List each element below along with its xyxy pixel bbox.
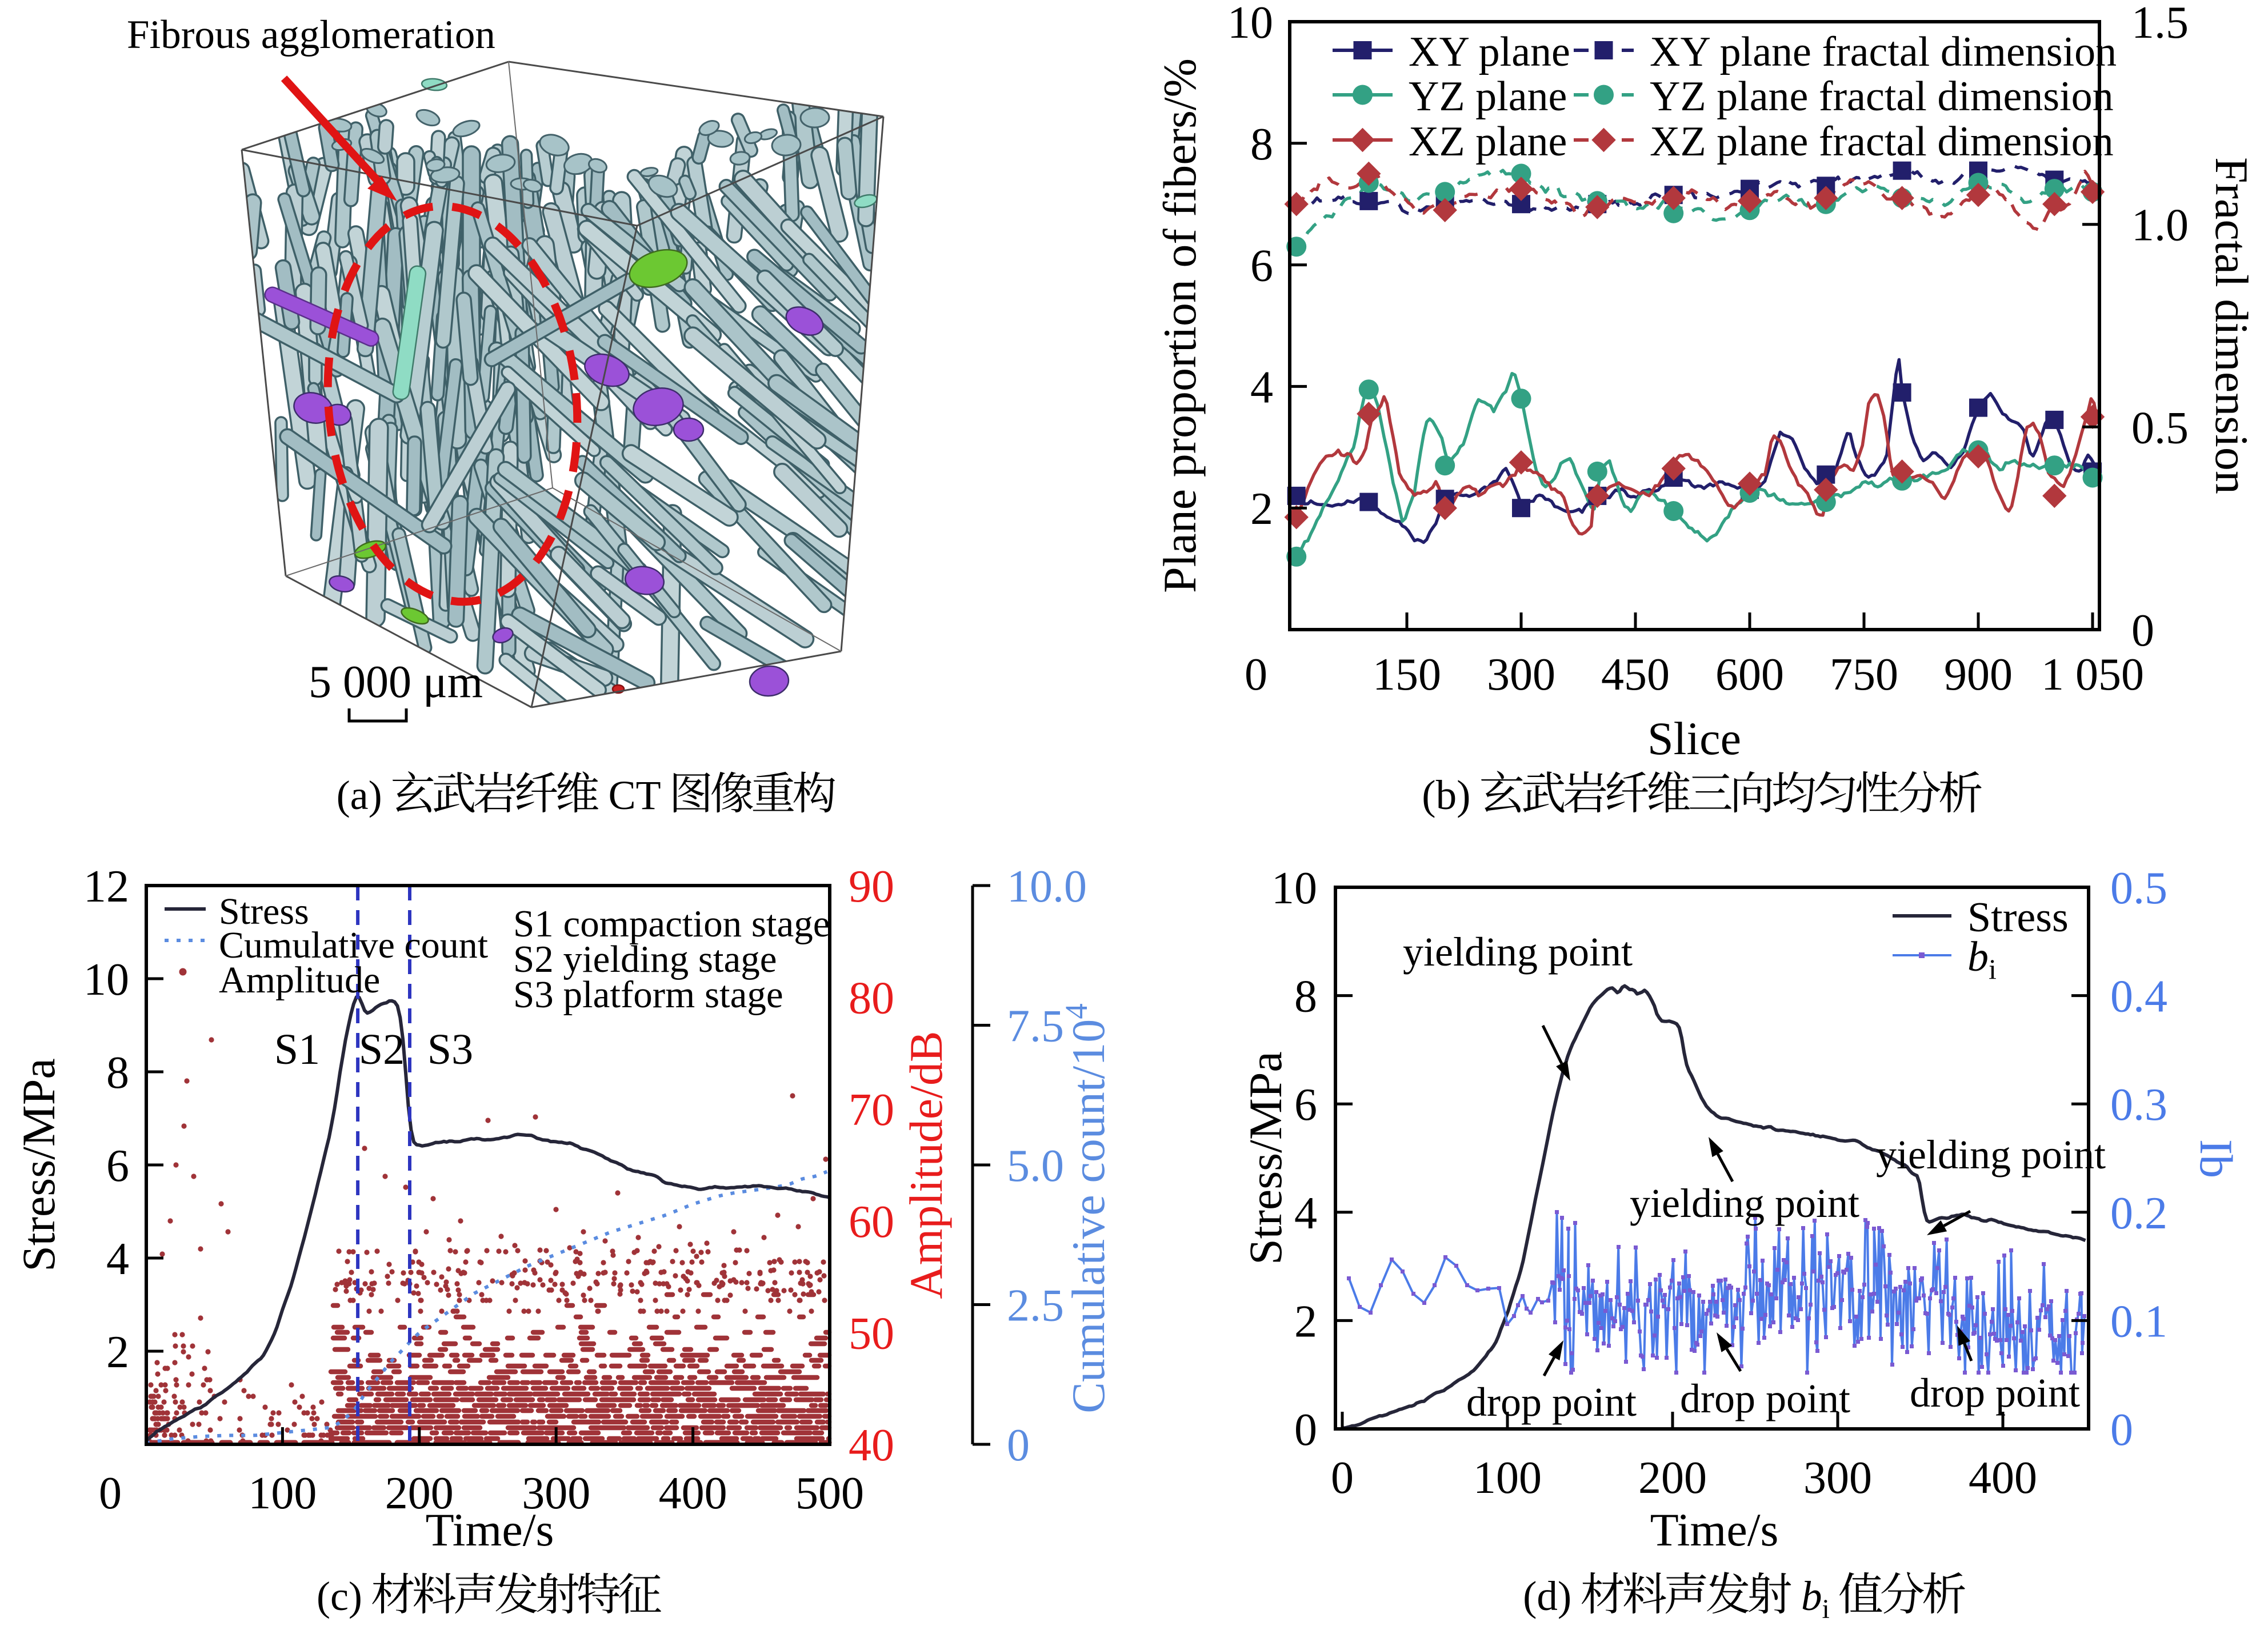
svg-text:80: 80: [849, 974, 894, 1024]
svg-text:0.5: 0.5: [2131, 403, 2189, 453]
svg-text:0.3: 0.3: [2110, 1080, 2167, 1130]
svg-text:CT: CT: [609, 772, 661, 818]
svg-text:200: 200: [1638, 1453, 1707, 1503]
svg-text:8: 8: [1250, 119, 1273, 170]
svg-text:1 050: 1 050: [2041, 650, 2144, 700]
svg-text:YZ plane fractal dimension: YZ plane fractal dimension: [1650, 73, 2114, 120]
svg-text:60: 60: [849, 1197, 894, 1247]
svg-text:(b): (b): [1422, 772, 1470, 818]
svg-text:Time/s: Time/s: [426, 1504, 554, 1556]
svg-text:Cumulative count/104: Cumulative count/104: [1059, 1003, 1114, 1413]
svg-text:0: 0: [1331, 1453, 1354, 1503]
svg-text:10: 10: [1227, 0, 1273, 48]
svg-text:7.5: 7.5: [1007, 1002, 1064, 1052]
svg-text:100: 100: [248, 1468, 317, 1519]
svg-text:0: 0: [1245, 650, 1267, 700]
svg-text:bi: bi: [1967, 934, 1997, 985]
svg-text:XZ plane fractal dimension: XZ plane fractal dimension: [1650, 118, 2114, 165]
svg-text:900: 900: [1944, 650, 2013, 700]
svg-text:6: 6: [1250, 241, 1273, 291]
svg-text:40: 40: [849, 1420, 894, 1471]
svg-text:1.5: 1.5: [2131, 0, 2189, 48]
svg-text:2: 2: [1294, 1296, 1317, 1347]
svg-text:Cumulative count: Cumulative count: [219, 924, 488, 966]
svg-text:Stress: Stress: [1967, 894, 2069, 941]
svg-text:2: 2: [1250, 484, 1273, 534]
svg-text:0: 0: [99, 1468, 122, 1519]
svg-text:300: 300: [1487, 650, 1555, 700]
svg-text:bi: bi: [1801, 1573, 1830, 1624]
svg-text:1.0: 1.0: [2131, 201, 2189, 251]
svg-text:yielding point: yielding point: [1403, 929, 1633, 975]
svg-text:0: 0: [2110, 1405, 2133, 1455]
svg-text:XY plane: XY plane: [1409, 29, 1570, 75]
svg-text:S1: S1: [274, 1026, 320, 1074]
svg-text:Time/s: Time/s: [1650, 1504, 1779, 1556]
svg-text:750: 750: [1830, 650, 1898, 700]
svg-text:0: 0: [1294, 1405, 1317, 1455]
svg-text:200: 200: [385, 1468, 454, 1519]
svg-text:yielding point: yielding point: [1630, 1180, 1859, 1226]
svg-text:10: 10: [1271, 863, 1317, 914]
svg-text:0: 0: [1007, 1420, 1030, 1471]
svg-text:YZ plane: YZ plane: [1409, 73, 1567, 120]
svg-text:Stress/MPa: Stress/MPa: [13, 1058, 65, 1272]
svg-text:100: 100: [1473, 1453, 1542, 1503]
svg-text:μm: μm: [423, 657, 483, 707]
svg-text:drop point: drop point: [1910, 1370, 2080, 1416]
svg-text:4: 4: [1294, 1188, 1317, 1239]
svg-text:(a): (a): [337, 772, 382, 818]
svg-text:8: 8: [106, 1048, 129, 1098]
svg-text:6: 6: [106, 1141, 129, 1191]
svg-text:8: 8: [1294, 972, 1317, 1022]
svg-text:S2: S2: [359, 1026, 405, 1074]
svg-text:400: 400: [1969, 1453, 2037, 1503]
svg-text:XZ plane: XZ plane: [1409, 118, 1567, 165]
svg-text:4: 4: [1250, 362, 1273, 412]
svg-text:0: 0: [2131, 606, 2154, 656]
svg-text:Stress: Stress: [219, 891, 309, 932]
svg-text:Ib: Ib: [2190, 1139, 2242, 1178]
svg-text:0.1: 0.1: [2110, 1296, 2167, 1347]
svg-text:4: 4: [106, 1234, 129, 1284]
svg-text:50: 50: [849, 1308, 894, 1359]
svg-text:5 000: 5 000: [309, 657, 411, 707]
svg-text:0.4: 0.4: [2110, 972, 2167, 1022]
svg-text:6: 6: [1294, 1080, 1317, 1130]
svg-text:drop point: drop point: [1466, 1379, 1637, 1425]
svg-text:0.2: 0.2: [2110, 1188, 2167, 1239]
svg-text:Stress/MPa: Stress/MPa: [1239, 1051, 1291, 1265]
svg-text:600: 600: [1715, 650, 1784, 700]
svg-text:(d): (d): [1523, 1573, 1571, 1619]
svg-text:70: 70: [849, 1085, 894, 1135]
svg-text:400: 400: [659, 1468, 727, 1519]
svg-text:2.5: 2.5: [1007, 1281, 1064, 1331]
svg-text:450: 450: [1601, 650, 1670, 700]
svg-text:Amplitude/dB: Amplitude/dB: [900, 1031, 952, 1299]
svg-text:10.0: 10.0: [1007, 862, 1087, 912]
svg-text:XY plane fractal dimension: XY plane fractal dimension: [1650, 29, 2117, 75]
svg-text:S2 yielding stage: S2 yielding stage: [513, 938, 777, 980]
svg-text:300: 300: [1803, 1453, 1872, 1503]
svg-text:(c): (c): [317, 1573, 362, 1619]
svg-text:S1 compaction stage: S1 compaction stage: [513, 903, 830, 945]
svg-text:Plane proportion of fibers/%: Plane proportion of fibers/%: [1154, 58, 1206, 593]
svg-text:90: 90: [849, 862, 894, 912]
svg-text:300: 300: [522, 1468, 590, 1519]
svg-text:S3: S3: [427, 1026, 473, 1074]
svg-text:12: 12: [83, 862, 129, 912]
svg-text:Slice: Slice: [1647, 712, 1741, 764]
svg-text:10: 10: [83, 955, 129, 1005]
svg-text:Fibrous agglomeration: Fibrous agglomeration: [127, 13, 495, 57]
svg-text:Fractal dimension: Fractal dimension: [2206, 157, 2258, 494]
svg-text:yielding point: yielding point: [1876, 1132, 2106, 1178]
svg-text:0.5: 0.5: [2110, 863, 2167, 914]
svg-text:S3 platform stage: S3 platform stage: [513, 974, 783, 1016]
svg-text:500: 500: [795, 1468, 864, 1519]
svg-text:drop point: drop point: [1680, 1376, 1850, 1421]
svg-text:2: 2: [106, 1327, 129, 1377]
svg-text:Amplitude: Amplitude: [219, 959, 380, 1001]
svg-text:150: 150: [1373, 650, 1441, 700]
svg-text:5.0: 5.0: [1007, 1141, 1064, 1191]
